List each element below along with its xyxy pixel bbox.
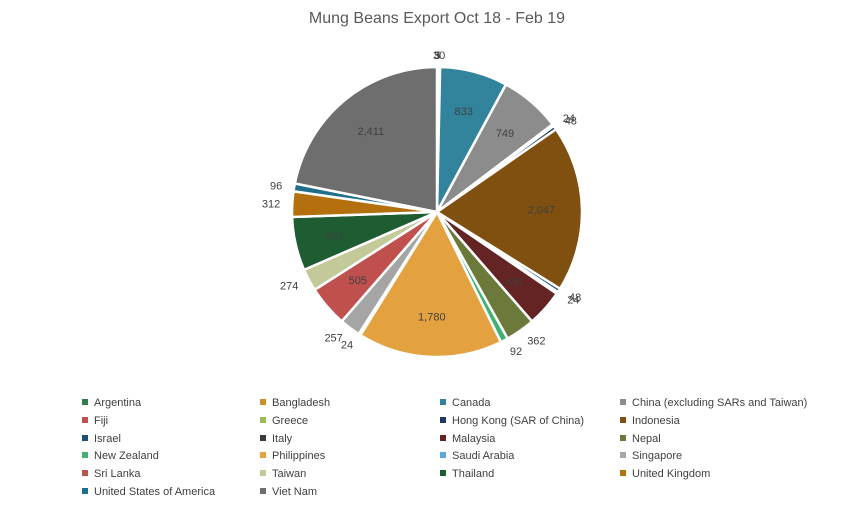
chart-title: Mung Beans Export Oct 18 - Feb 19: [308, 10, 566, 27]
pie-slice-viet-nam: [293, 65, 439, 214]
legend-swatch: [440, 452, 446, 459]
legend-swatch: [440, 399, 446, 406]
data-label-united-kingdom: 312: [262, 198, 280, 210]
data-label-indonesia: 2,047: [528, 204, 556, 216]
legend-swatch: [260, 416, 266, 423]
legend-item-philippines: Philippines: [260, 449, 325, 463]
legend-swatch: [82, 488, 88, 495]
legend-label: Canada: [452, 397, 491, 409]
data-label-greece: 3: [434, 50, 440, 62]
pie-chart: 353083374924482,0474824451362921,7802425…: [262, 50, 584, 359]
legend-swatch: [82, 452, 88, 459]
legend-label: Hong Kong (SAR of China): [452, 414, 585, 427]
legend-item-israel: Israel: [82, 432, 121, 446]
legend-swatch: [440, 434, 446, 441]
legend-label: Fiji: [94, 414, 109, 427]
legend-swatch: [260, 399, 266, 406]
data-label-fiji: 24: [563, 113, 575, 125]
legend-label: Argentina: [94, 397, 142, 409]
legend-swatch: [82, 399, 88, 406]
legend-label: Israel: [94, 432, 121, 445]
data-label-philippines: 1,780: [418, 311, 446, 323]
data-label-sri-lanka: 505: [349, 275, 367, 287]
legend-item-hong-kong-sar-of-china: Hong Kong (SAR of China): [440, 414, 584, 428]
legend-item-saudi-arabia: Saudi Arabia: [440, 449, 514, 463]
legend-label: United Kingdom: [632, 468, 711, 481]
legend-item-singapore: Singapore: [620, 449, 682, 463]
legend-item-nepal: Nepal: [620, 432, 661, 446]
legend-label: Greece: [272, 414, 309, 427]
legend-item-fiji: Fiji: [82, 414, 108, 428]
legend-swatch: [260, 470, 266, 477]
legend-label: Saudi Arabia: [452, 450, 515, 463]
legend-label: Taiwan: [272, 468, 307, 481]
legend-item-canada: Canada: [440, 396, 491, 410]
data-label-italy: 24: [567, 295, 579, 307]
legend-swatch: [260, 488, 266, 495]
legend-label: New Zealand: [94, 450, 159, 463]
legend-label: Singapore: [632, 450, 683, 463]
pie-slice-philippines: [358, 209, 503, 359]
legend-item-bangladesh: Bangladesh: [260, 396, 330, 410]
data-label-thailand: 661: [326, 230, 344, 242]
legend-swatch: [620, 470, 626, 477]
legend-item-china-excluding-sars-and-taiwan: China (excluding SARs and Taiwan): [620, 396, 807, 410]
legend-label: Indonesia: [632, 414, 680, 427]
legend-item-united-states-of-america: United States of America: [82, 485, 215, 499]
legend-label: Bangladesh: [272, 397, 331, 409]
legend-swatch: [620, 434, 626, 441]
legend-item-indonesia: Indonesia: [620, 414, 680, 428]
legend-item-new-zealand: New Zealand: [82, 449, 159, 463]
legend-label: Philippines: [272, 450, 326, 463]
legend-item-italy: Italy: [260, 432, 292, 446]
data-label-argentina: 5: [434, 50, 440, 62]
legend-item-united-kingdom: United Kingdom: [620, 467, 710, 481]
pie-slice-indonesia: [434, 127, 584, 291]
data-label-malaysia: 451: [506, 276, 524, 288]
data-label-singapore: 257: [324, 333, 342, 345]
legend-swatch: [620, 452, 626, 459]
legend-item-thailand: Thailand: [440, 467, 494, 481]
legend-item-sri-lanka: Sri Lanka: [82, 467, 140, 481]
data-label-new-zealand: 92: [510, 346, 522, 358]
legend-label: Italy: [272, 432, 293, 445]
legend-swatch: [620, 416, 626, 423]
legend-item-greece: Greece: [260, 414, 308, 428]
legend-label: Sri Lanka: [94, 468, 141, 481]
data-label-canada: 833: [455, 106, 473, 118]
legend-swatch: [82, 470, 88, 477]
data-label-taiwan: 274: [280, 281, 298, 293]
legend-label: Nepal: [632, 432, 661, 445]
legend-swatch: [82, 434, 88, 441]
data-label-israel: 48: [569, 292, 581, 304]
data-label-nepal: 362: [527, 336, 545, 348]
data-label-bangladesh: 30: [433, 50, 445, 62]
legend-swatch: [260, 434, 266, 441]
legend-swatch: [440, 470, 446, 477]
data-label-united-states-of-america: 96: [270, 180, 282, 192]
legend-swatch: [260, 452, 266, 459]
legend-item-taiwan: Taiwan: [260, 467, 306, 481]
data-label-china-excluding-sars-and-taiwan: 749: [496, 128, 514, 140]
data-label-saudi-arabia: 24: [341, 340, 353, 352]
legend-label: Thailand: [452, 468, 495, 481]
data-label-hong-kong-sar-of-china: 48: [565, 116, 577, 128]
legend-item-malaysia: Malaysia: [440, 432, 495, 446]
legend-label: United States of America: [94, 486, 216, 498]
legend-swatch: [440, 416, 446, 423]
legend-label: Viet Nam: [272, 486, 318, 498]
legend-item-argentina: Argentina: [82, 396, 141, 410]
legend-swatch: [82, 416, 88, 423]
data-label-viet-nam: 2,411: [357, 126, 384, 138]
legend-item-viet-nam: Viet Nam: [260, 485, 317, 499]
legend-label: China (excluding SARs and Taiwan): [632, 397, 808, 409]
legend-swatch: [620, 399, 626, 406]
legend-label: Malaysia: [452, 432, 496, 445]
